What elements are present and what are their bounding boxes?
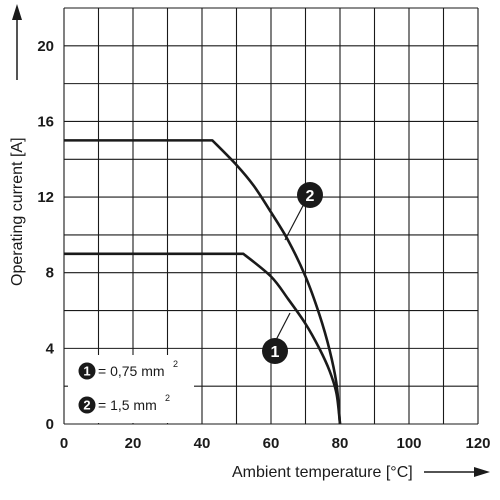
legend-entry-2: 2 = 1,5 mm 2 [78,393,170,414]
legend-badge-2-label: 2 [83,398,90,413]
legend-badge-1-label: 1 [83,364,90,379]
x-tick-label: 0 [60,435,68,452]
x-axis-title: Ambient temperature [°C] [232,464,413,481]
y-tick-label: 0 [46,416,54,433]
callouts: 2 1 [262,182,323,364]
x-axis-arrow-head [474,467,490,477]
callout-badge-2 [297,182,323,208]
x-tick-label: 120 [465,435,490,452]
y-tick-label: 8 [46,265,54,282]
y-tick-label: 16 [37,113,54,130]
legend-sup-2: 2 [165,393,170,403]
legend: 1 = 0,75 mm 2 2 = 1,5 mm 2 [68,355,194,423]
series-line-2 [64,139,342,425]
x-tick-label: 40 [194,435,211,452]
callout-badge-2-label: 2 [306,188,315,205]
callout-leader-1 [275,312,291,341]
x-tick-label: 100 [396,435,421,452]
callout-badge-1 [262,338,288,364]
legend-text-2: = 1,5 mm [98,397,157,413]
y-tick-label: 20 [37,38,54,55]
legend-badge-2 [78,396,96,414]
grid-lines [63,7,479,425]
y-axis-arrow-head [12,4,22,20]
y-axis-title: Operating current [A] [9,137,26,286]
x-tick-label: 20 [125,435,142,452]
callout-badge-1-label: 1 [271,344,280,361]
y-tick-label: 12 [37,189,54,206]
legend-entry-1: 1 = 0,75 mm 2 [78,359,178,380]
series-line-1 [64,252,342,425]
x-tick-label: 80 [332,435,349,452]
legend-badge-1 [78,362,96,380]
y-tick-label: 4 [46,340,55,357]
legend-sup-1: 2 [173,359,178,369]
x-axis-title-group: Ambient temperature [°C] [232,464,490,481]
y-axis-title-group: Operating current [A] [9,4,26,286]
x-tick-label: 60 [263,435,280,452]
legend-text-1: = 0,75 mm [98,363,165,379]
series-lines [64,139,342,425]
callout-leader-2 [284,199,307,241]
